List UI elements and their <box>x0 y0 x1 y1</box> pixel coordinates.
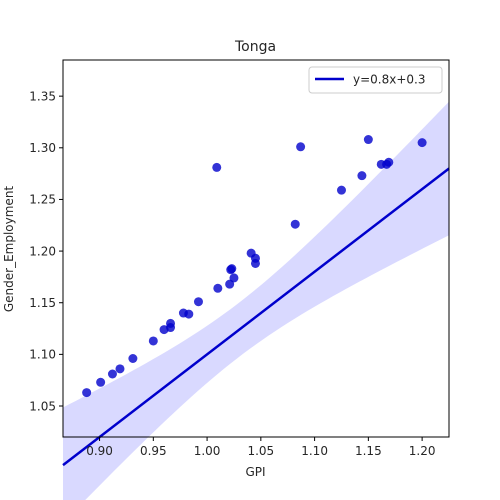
data-point <box>417 138 427 148</box>
x-tick-label: 0.95 <box>140 444 167 458</box>
data-point <box>357 171 367 181</box>
y-tick-label: 1.35 <box>29 89 56 103</box>
data-point <box>166 318 176 328</box>
data-point <box>193 297 203 307</box>
data-point <box>82 388 92 398</box>
y-tick-label: 1.15 <box>29 296 56 310</box>
axes-layer: 0.90 0.95 1.00 1.05 1.10 1.15 1.20 1.05 1.10 1.15… <box>29 59 450 458</box>
y-axis-label: Gender_Employment <box>2 186 16 313</box>
data-point <box>128 354 138 364</box>
plot-frame <box>62 59 450 438</box>
x-tick-label: 1.05 <box>247 444 274 458</box>
x-tick-label: 1.10 <box>301 444 328 458</box>
x-tick-label: 1.00 <box>194 444 221 458</box>
data-point <box>229 273 239 283</box>
data-point <box>227 264 237 274</box>
data-point <box>213 283 223 293</box>
legend-box <box>308 66 443 94</box>
data-point <box>336 185 346 195</box>
confidence-band <box>63 101 449 500</box>
data-point <box>115 364 125 374</box>
x-tick-label: 0.90 <box>86 444 113 458</box>
data-point <box>148 336 158 346</box>
regression-line-layer <box>62 167 450 467</box>
data-point <box>212 162 222 172</box>
legend: y=0.8x+0.3 <box>308 66 443 94</box>
confidence-band-layer <box>63 101 449 500</box>
y-tick-label: 1.10 <box>29 348 56 362</box>
y-tick-label: 1.25 <box>29 193 56 207</box>
legend-label: y=0.8x+0.3 <box>353 73 425 87</box>
x-tick-label: 1.15 <box>355 444 382 458</box>
regression-line <box>62 167 450 467</box>
data-point <box>363 135 373 145</box>
x-axis-label: GPI <box>245 465 265 479</box>
data-point <box>107 369 117 379</box>
y-tick-label: 1.20 <box>29 244 56 258</box>
data-point <box>250 258 260 268</box>
data-point <box>184 309 194 319</box>
chart-title: Tonga <box>234 39 276 55</box>
data-point <box>296 142 306 152</box>
y-tick-label: 1.30 <box>29 141 56 155</box>
data-point <box>96 377 106 387</box>
scatter-points-layer <box>82 135 427 398</box>
data-point <box>290 219 300 229</box>
data-point <box>384 157 394 167</box>
y-tick-label: 1.05 <box>29 399 56 413</box>
x-tick-label: 1.20 <box>409 444 436 458</box>
